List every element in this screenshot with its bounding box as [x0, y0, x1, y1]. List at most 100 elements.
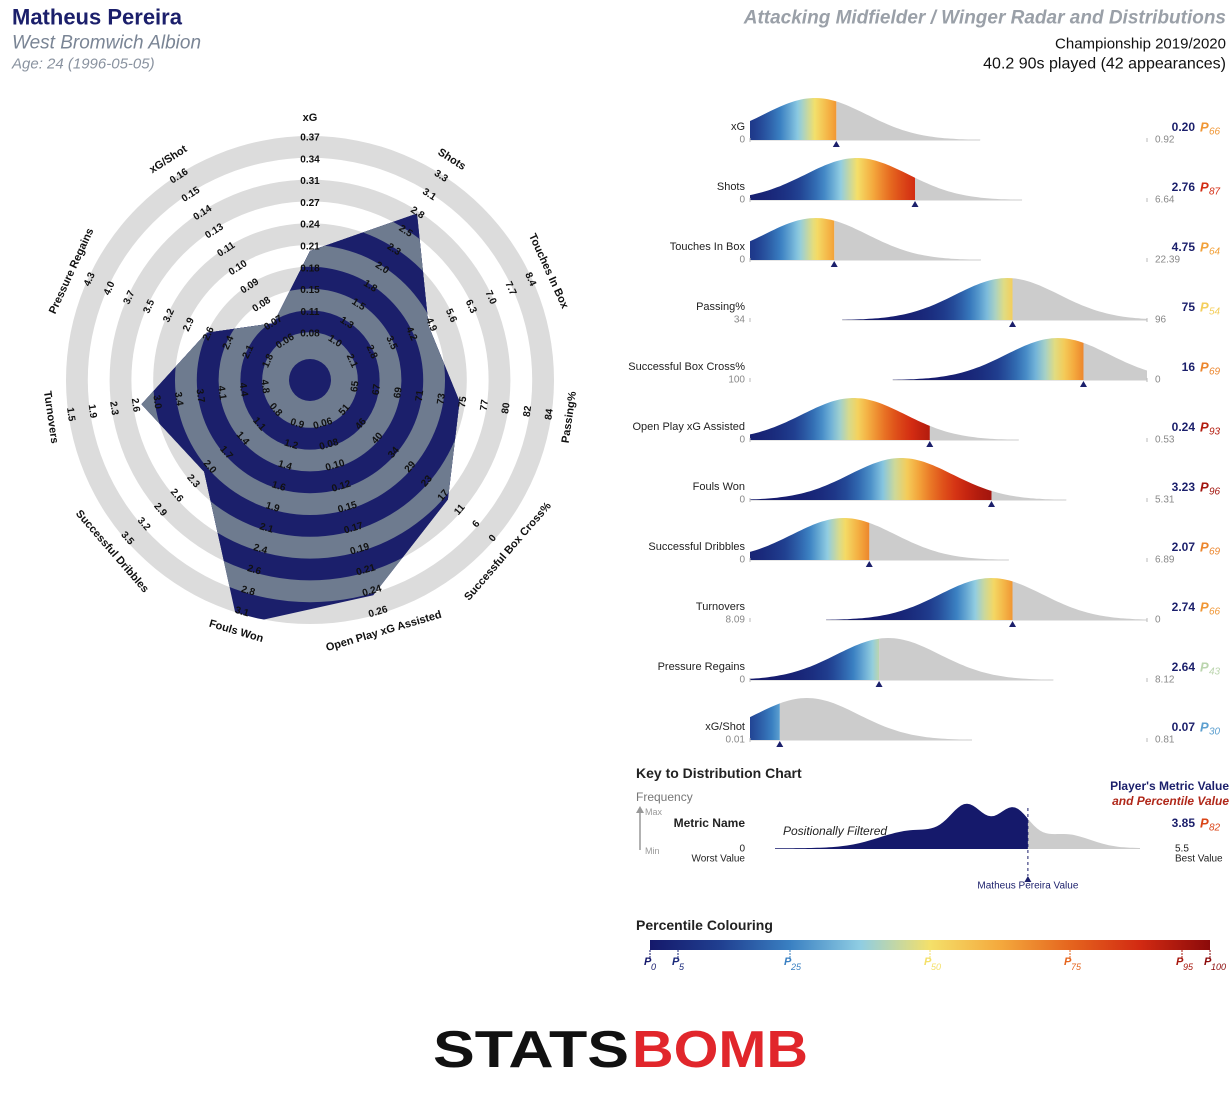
worst-value: 0	[739, 675, 745, 686]
worst-value: 0.01	[726, 735, 746, 746]
key-frequency: Frequency	[636, 790, 693, 804]
best-value: 0	[1155, 615, 1161, 626]
metric-name: Turnovers	[696, 601, 746, 613]
frequency-arrow-head	[636, 806, 644, 813]
percentile-symbol: P	[1200, 660, 1209, 675]
distribution-row: Shots 0 6.642.76 P 87	[717, 158, 1221, 207]
radar-tick-label: 84	[543, 408, 556, 421]
density-player-side	[750, 518, 870, 560]
percentile-number: 100	[1211, 962, 1226, 972]
radar-tick-label: 3.7	[193, 388, 206, 404]
radar-tick-label: 0.06	[312, 416, 334, 432]
best-value: 0.92	[1155, 135, 1175, 146]
player-name: Matheus Pereira	[12, 5, 183, 30]
percentile-symbol: P	[1200, 720, 1209, 735]
percentile-symbol: P	[1200, 240, 1209, 255]
distribution-row: Successful Box Cross% 100 0 16 P 69	[628, 338, 1221, 387]
radar-tick-label: 2.4	[252, 542, 269, 557]
percentile-number: 25	[790, 962, 802, 972]
percentile-number: 69	[1209, 547, 1221, 558]
key-filtered: Positionally Filtered	[783, 824, 887, 838]
radar-tick-label: 2.8	[240, 584, 257, 599]
percentile-number: 5	[679, 962, 685, 972]
key-player-label: Matheus Pereira Value	[977, 881, 1078, 892]
radar-tick-label: 0.08	[318, 437, 340, 453]
radar-tick-label: 0.31	[300, 176, 320, 187]
radar-axis-label: xG	[303, 112, 318, 124]
percentile-number: 0	[651, 962, 656, 972]
worst-value: 0	[739, 135, 745, 146]
radar-tick-label: 65	[349, 380, 362, 393]
player-value: 4.75	[1172, 240, 1196, 254]
percentile-symbol: P	[1200, 816, 1209, 831]
radar-tick-label: 3.2	[161, 307, 177, 325]
player-marker	[865, 561, 873, 567]
player-value: 2.07	[1172, 540, 1196, 554]
radar-tick-label: 2.6	[201, 325, 217, 343]
worst-value: 0	[739, 435, 745, 446]
best-value: 6.64	[1155, 195, 1175, 206]
radar-tick-label: 4.9	[423, 316, 439, 334]
percentile-symbol: P	[1204, 956, 1212, 968]
percentile-title: Percentile Colouring	[636, 917, 773, 933]
density-player-side	[750, 398, 930, 440]
radar-tick-label: 2.6	[246, 563, 263, 578]
worst-value: 0	[739, 555, 745, 566]
percentile-number: 75	[1071, 962, 1082, 972]
player-value: 2.64	[1172, 660, 1196, 674]
metric-name: Shots	[717, 181, 746, 193]
metric-name: xG	[731, 121, 745, 133]
radar-tick-label: 2.3	[107, 401, 120, 417]
player-marker	[911, 201, 919, 207]
radar-tick-label: 4.8	[258, 379, 271, 395]
player-value: 75	[1182, 300, 1196, 314]
key-worst: 0	[739, 844, 745, 855]
metric-name: Touches In Box	[670, 241, 746, 253]
metric-name: Successful Dribbles	[648, 541, 745, 553]
radar-tick-label: 4.0	[102, 280, 118, 298]
percentile-symbol: P	[644, 956, 652, 968]
percentile-number: 96	[1209, 487, 1221, 498]
distribution-row: Open Play xG Assisted 0 0.530.24 P 93	[633, 398, 1221, 447]
density-player-side	[750, 458, 992, 500]
best-value: 22.39	[1155, 255, 1180, 266]
key-best: 5.5	[1175, 844, 1189, 855]
radar-tick-label: 0.26	[367, 604, 389, 620]
distribution-row: Touches In Box 0 22.394.75 P 64	[670, 218, 1221, 267]
radar-tick-label: 3.5	[141, 298, 157, 316]
radar-tick-label: 2.1	[258, 521, 275, 536]
key-worst-label: Worst Value	[691, 854, 745, 865]
radar-tick-label: 75	[457, 395, 470, 408]
percentile-number: 82	[1209, 823, 1221, 834]
player-value: 3.23	[1172, 480, 1196, 494]
worst-value: 0	[739, 255, 745, 266]
percentile-symbol: P	[1200, 420, 1209, 435]
distribution-row: Fouls Won 0 5.313.23 P 96	[693, 458, 1221, 507]
radar-tick-label: 3.4	[172, 391, 185, 407]
metric-name: Pressure Regains	[658, 661, 746, 673]
key-value: 3.85	[1172, 816, 1196, 830]
radar-tick-label: 6	[470, 518, 482, 530]
density-player-side	[826, 578, 1013, 620]
percentile-symbol: P	[1200, 300, 1209, 315]
radar-tick-label: 0.21	[300, 242, 320, 253]
logo-bomb: BOMB	[632, 1021, 808, 1079]
radar-tick-label: 7.0	[483, 289, 499, 307]
radar-tick-label: 2.1	[241, 343, 257, 361]
worst-value: 0	[739, 195, 745, 206]
player-value: 0.24	[1172, 420, 1196, 434]
worst-value: 8.09	[726, 615, 746, 626]
percentile-symbol: P	[1200, 120, 1209, 135]
percentile-number: 50	[931, 962, 941, 972]
distribution-row: xG 0 0.920.20 P 66	[731, 98, 1221, 147]
best-value: 0	[1155, 375, 1161, 386]
key-density-player-side	[775, 803, 1028, 849]
metric-name: xG/Shot	[705, 721, 745, 733]
radar-axis-label: Turnovers	[41, 390, 60, 444]
metric-name: Successful Box Cross%	[628, 361, 745, 373]
radar-tick-label: 0.15	[300, 285, 320, 296]
minutes-played: 40.2 90s played (42 appearances)	[983, 56, 1226, 73]
player-age: Age: 24 (1996-05-05)	[11, 56, 155, 73]
radar-tick-label: 0	[487, 532, 499, 544]
